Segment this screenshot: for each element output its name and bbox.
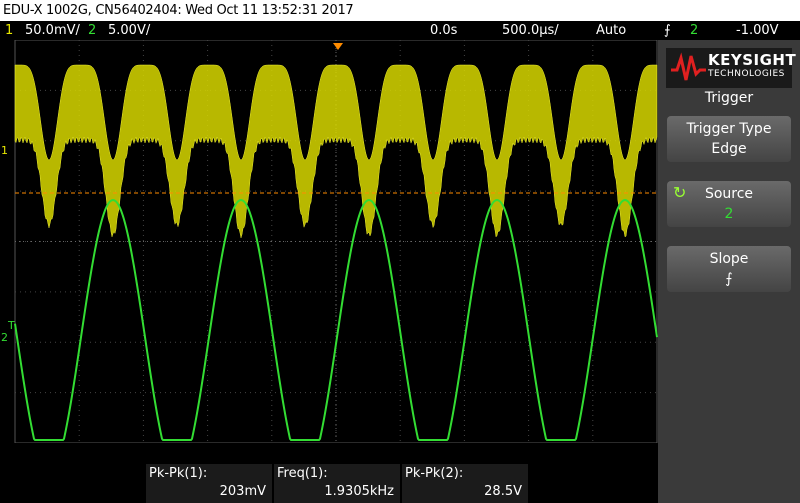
trigger-slope-icon: ⨍ <box>664 23 671 38</box>
brand: KEYSIGHT <box>708 51 797 69</box>
ch1-number[interactable]: 1 <box>5 23 14 38</box>
waveform-display <box>14 40 658 443</box>
softkey[interactable]: Slope ⨍ <box>667 246 791 292</box>
measurement: Pk-Pk(1): 203mV <box>146 464 272 503</box>
graticule <box>15 40 657 443</box>
time-scale[interactable]: 500.0µs/ <box>502 23 559 38</box>
ch1-marker: 1 <box>1 144 8 157</box>
measurement-value: 28.5V <box>484 484 522 499</box>
measurement-value: 1.9305kHz <box>324 484 394 499</box>
brand-sub: TECHNOLOGIES <box>708 69 785 79</box>
trigger-source[interactable]: 2 <box>690 23 699 38</box>
trigger-level[interactable]: -1.00V <box>736 23 779 38</box>
softkey[interactable]: Trigger Type Edge <box>667 116 791 162</box>
ch2-marker: 2 <box>1 331 8 344</box>
trigger-marker: T <box>8 319 15 332</box>
softkey-panel: KEYSIGHT TECHNOLOGIES Trigger Trigger Ty… <box>658 40 800 503</box>
softkey-label: Source <box>704 186 754 202</box>
knob-icon: ↻ <box>673 183 687 202</box>
ch1-trace <box>14 64 658 238</box>
softkey-label: Trigger Type <box>686 121 772 137</box>
menu-title: Trigger <box>704 90 754 106</box>
softkey-label: Slope <box>709 251 749 267</box>
time-delay[interactable]: 0.0s <box>430 23 458 38</box>
measurement: Pk-Pk(2): 28.5V <box>402 464 528 503</box>
measurement-value: 203mV <box>219 484 266 499</box>
ch2-scale[interactable]: 5.00V/ <box>108 23 151 38</box>
ch2-trace <box>14 198 658 441</box>
measurement-bar: Pk-Pk(1): 203mV Freq(1): 1.9305kHz Pk-Pk… <box>0 443 658 503</box>
logo: KEYSIGHT TECHNOLOGIES <box>666 48 796 88</box>
softkey-value: 2 <box>724 206 734 222</box>
trigger-mode[interactable]: Auto <box>596 23 627 38</box>
title-bar: EDU-X 1002G, CN56402404: Wed Oct 11 13:5… <box>0 0 800 21</box>
slope-icon: ⨍ <box>725 271 733 287</box>
measurement-label: Pk-Pk(1): <box>149 466 208 481</box>
measurement-label: Freq(1): <box>277 466 328 481</box>
measurement: Freq(1): 1.9305kHz <box>274 464 400 503</box>
measurement-label: Pk-Pk(2): <box>405 466 464 481</box>
softkey-value: Edge <box>711 141 747 157</box>
trigger-position <box>333 43 343 50</box>
softkey[interactable]: ↻ Source 2 <box>667 181 791 227</box>
logo-mark <box>671 52 706 81</box>
ch1-scale[interactable]: 50.0mV/ <box>25 23 80 38</box>
ch2-number[interactable]: 2 <box>88 23 97 38</box>
